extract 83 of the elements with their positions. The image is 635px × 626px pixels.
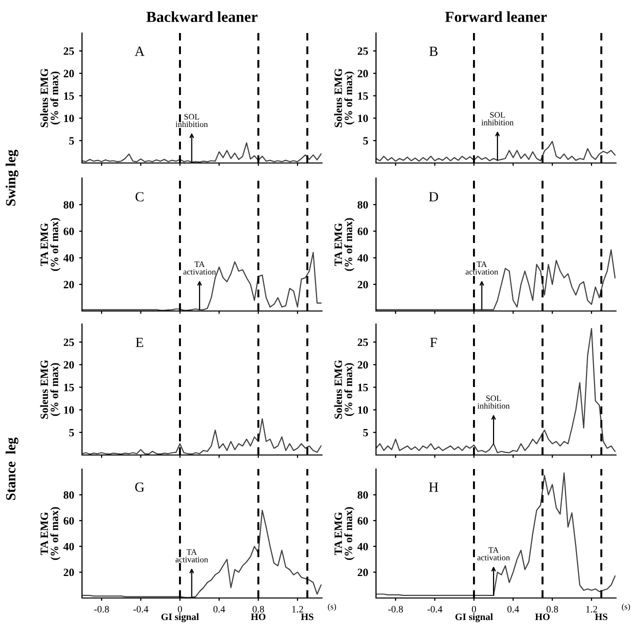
y-tick-label: 15 (64, 384, 74, 392)
y-axis-title: Soleus EMG (% of max) (40, 68, 60, 128)
y-tick-label: 40 (63, 254, 74, 262)
x-tick-label: 0.4 (507, 606, 520, 613)
y-tick-label: 20 (64, 280, 74, 288)
ref-line-label: HO (535, 614, 550, 620)
y-tick-label: 5 (363, 428, 368, 436)
y-tick-label: 40 (357, 254, 368, 262)
annotation: E (136, 338, 144, 347)
y-tick-label: 20 (358, 568, 368, 576)
annotation: TA activation (183, 262, 216, 275)
x-tick-label: 0 (472, 606, 476, 612)
ref-line-label: HO (250, 614, 266, 620)
y-tick-label: 10 (64, 406, 74, 414)
y-axis-title: Soleus EMG (% of max) (40, 360, 60, 419)
y-axis-title: TA EMG (% of max) (334, 507, 354, 560)
x-tick-label: 0.8 (546, 606, 558, 613)
y-tick-label: 25 (64, 338, 74, 346)
y-tick-label: 60 (64, 228, 74, 236)
y-tick-label: 80 (64, 491, 74, 499)
y-tick-label: 20 (64, 568, 74, 576)
text: Swing leg (6, 150, 18, 206)
y-tick-label: 60 (64, 517, 74, 525)
y-tick-label: 25 (358, 47, 368, 55)
annotation: SOL inhibition (481, 112, 514, 126)
annotation: B (429, 46, 438, 56)
chart-title: Backward leaner (146, 11, 258, 22)
y-tick-label: 20 (64, 70, 74, 78)
y-tick-label: 80 (64, 201, 74, 209)
x-tick-label: 0 (178, 606, 182, 612)
y-axis-title: Soleus EMG (% of max) (334, 360, 354, 419)
x-tick-label: -0.4 (133, 606, 148, 613)
x-tick-label: 1.2 (292, 606, 304, 613)
y-tick-label: 80 (358, 491, 368, 499)
y-tick-label: 20 (64, 361, 74, 369)
x-tick-label: -0.8 (388, 606, 403, 613)
annotation: TA activation (477, 547, 510, 560)
annotation: TA activation (466, 262, 498, 275)
annotation: F (430, 338, 437, 347)
y-tick-label: 5 (363, 137, 368, 145)
annotation: SOL inhibition (176, 114, 208, 128)
annotation: D (428, 192, 438, 202)
ref-line-label: HS (594, 614, 608, 620)
y-axis-title: TA EMG (% of max) (40, 507, 60, 560)
y-axis-title: Soleus EMG (% of max) (334, 68, 354, 128)
y-tick-label: 10 (358, 406, 368, 414)
x-axis-title: (s) (328, 604, 336, 612)
y-axis-title: TA EMG (% of max) (40, 218, 60, 271)
y-tick-label: 15 (358, 92, 368, 100)
annotation: G (135, 482, 144, 492)
x-tick-label: 1.2 (586, 606, 598, 613)
y-tick-label: 5 (69, 428, 74, 436)
annotation: C (136, 192, 144, 202)
y-tick-label: 15 (358, 384, 368, 392)
annotation: TA activation (176, 549, 208, 562)
y-axis-title: TA EMG (% of max) (334, 218, 354, 271)
y-tick-label: 25 (358, 338, 368, 346)
y-tick-label: 10 (358, 114, 368, 122)
x-tick-label: -0.4 (427, 606, 442, 613)
chart-title: Forward leaner (445, 11, 547, 22)
y-tick-label: 25 (64, 47, 74, 55)
y-tick-label: 60 (358, 517, 368, 525)
y-tick-label: 10 (64, 114, 74, 122)
x-tick-label: -0.8 (94, 606, 109, 613)
annotation: SOL inhibition (478, 396, 510, 409)
ref-line-label: HS (300, 614, 314, 620)
annotation: H (428, 482, 438, 492)
y-tick-label: 20 (358, 70, 368, 78)
y-tick-label: 15 (64, 92, 74, 100)
y-tick-label: 60 (358, 228, 368, 236)
y-tick-label: 80 (358, 201, 368, 209)
y-tick-label: 5 (69, 137, 74, 145)
ref-line-label: GI signal (455, 613, 493, 622)
text: Stance leg (6, 438, 18, 500)
y-tick-label: 40 (357, 542, 368, 550)
annotation: A (134, 46, 145, 56)
y-tick-label: 20 (358, 361, 368, 369)
x-axis-title: (s) (622, 604, 630, 612)
x-tick-label: 0.4 (213, 606, 226, 613)
y-tick-label: 20 (358, 280, 368, 288)
y-tick-label: 40 (63, 542, 74, 550)
x-tick-label: 0.8 (252, 606, 264, 613)
ref-line-label: GI signal (161, 613, 199, 622)
